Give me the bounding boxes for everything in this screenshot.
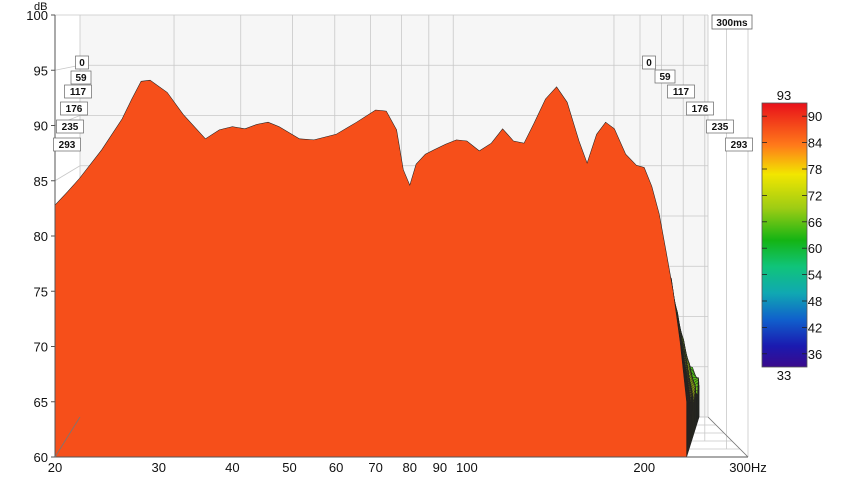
- y-tick-label: 60: [34, 450, 48, 465]
- y-tick-label: 70: [34, 340, 48, 355]
- y-tick-label: 85: [34, 174, 48, 189]
- colorbar-tick-label: 54: [808, 268, 822, 283]
- colorbar-tick-label: 48: [808, 294, 822, 309]
- x-tick-label: 200: [633, 460, 655, 475]
- time-tick-label: 293: [731, 140, 748, 151]
- time-tick-label: 176: [66, 104, 83, 115]
- y-tick-label: 65: [34, 395, 48, 410]
- y-tick-label: 95: [34, 63, 48, 78]
- colorbar-min-label: 33: [777, 368, 791, 383]
- colorbar-max-label: 93: [777, 88, 791, 103]
- y-tick-label: 75: [34, 284, 48, 299]
- colorbar-tick-label: 66: [808, 215, 822, 230]
- colorbar-tick-label: 72: [808, 188, 822, 203]
- time-tick-label: 59: [659, 72, 671, 83]
- colorbar-tick-label: 60: [808, 241, 822, 256]
- colorbar-ticks: 90 84 78 72 66 60 54 48 42 36: [762, 109, 822, 362]
- colorbar-tick-label: 42: [808, 320, 822, 335]
- x-tick-label: 60: [329, 460, 343, 475]
- y-axis-unit: dB: [34, 1, 47, 13]
- y-tick-label: 90: [34, 119, 48, 134]
- decay-slice: [54, 79, 687, 458]
- time-tick-label: 293: [59, 140, 76, 151]
- y-tick-label: 100: [26, 8, 48, 23]
- time-tick-label: 0: [646, 58, 652, 69]
- time-tick-label: 0: [79, 58, 85, 69]
- x-tick-label: 90: [433, 460, 447, 475]
- waterfall-surface: [54, 79, 700, 458]
- time-range-label: 300ms: [716, 18, 748, 29]
- x-tick-label: 70: [368, 460, 382, 475]
- time-tick-label: 176: [692, 104, 709, 115]
- y-tick-label: 80: [34, 229, 48, 244]
- colorbar-tick-label: 90: [808, 109, 822, 124]
- x-tick-label: 20: [48, 460, 62, 475]
- colorbar-bar: [761, 102, 808, 368]
- colorbar-tick-label: 84: [808, 136, 822, 151]
- x-tick-label: 50: [282, 460, 296, 475]
- time-tick-label: 117: [70, 87, 87, 98]
- time-tick-label: 235: [62, 122, 79, 133]
- colorbar: 93 33 90 84 78 72 66 60 54 48 42 36: [761, 88, 822, 383]
- x-tick-label: 300Hz: [729, 460, 767, 475]
- time-range-badge: 300ms: [711, 14, 753, 30]
- x-tick-label: 40: [225, 460, 239, 475]
- x-tick-label: 100: [456, 460, 478, 475]
- time-tick-label: 117: [673, 87, 690, 98]
- time-tick-label: 235: [712, 122, 729, 133]
- x-tick-label: 80: [403, 460, 417, 475]
- x-tick-label: 30: [152, 460, 166, 475]
- colorbar-tick-label: 36: [808, 347, 822, 362]
- colorbar-tick-label: 78: [808, 162, 822, 177]
- time-labels-left: 0 59 117 176 235 293: [53, 55, 92, 152]
- time-tick-label: 59: [75, 73, 87, 84]
